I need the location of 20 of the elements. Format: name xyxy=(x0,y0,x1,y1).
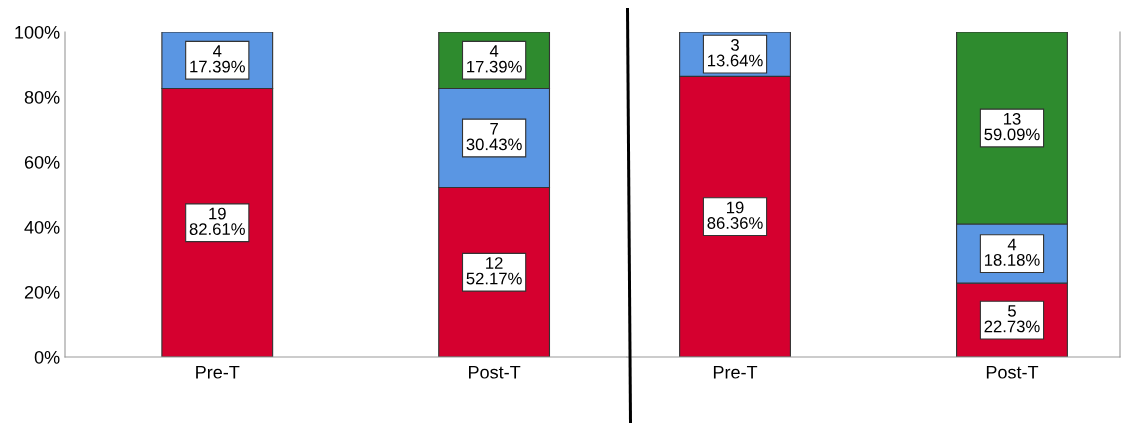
y-tick-label: 100% xyxy=(15,25,60,39)
data-label: 4 18.18% xyxy=(984,238,1040,266)
data-label: 5 22.73% xyxy=(984,305,1040,333)
data-label: 19 86.36% xyxy=(707,201,763,229)
y-tick-label: 0% xyxy=(34,350,60,364)
x-tick-label: Post-T xyxy=(469,366,521,379)
y-tick-label: 20% xyxy=(24,285,60,299)
data-label: 4 17.39% xyxy=(467,45,522,73)
data-label: 4 17.39% xyxy=(190,45,245,73)
x-tick-label: Post-T xyxy=(986,366,1039,379)
y-tick-label: 80% xyxy=(24,90,60,104)
y-tick-label: 40% xyxy=(24,220,60,234)
data-label: 7 30.43% xyxy=(466,123,522,151)
data-label: 19 82.61% xyxy=(189,207,245,235)
data-label: 13 59.09% xyxy=(984,112,1040,141)
y-tick-label: 60% xyxy=(24,155,60,169)
x-tick-label: Pre-T xyxy=(196,366,240,379)
x-tick-label: Pre-T xyxy=(713,366,758,379)
data-label: 3 13.64% xyxy=(708,39,763,67)
data-label: 12 52.17% xyxy=(466,257,522,285)
